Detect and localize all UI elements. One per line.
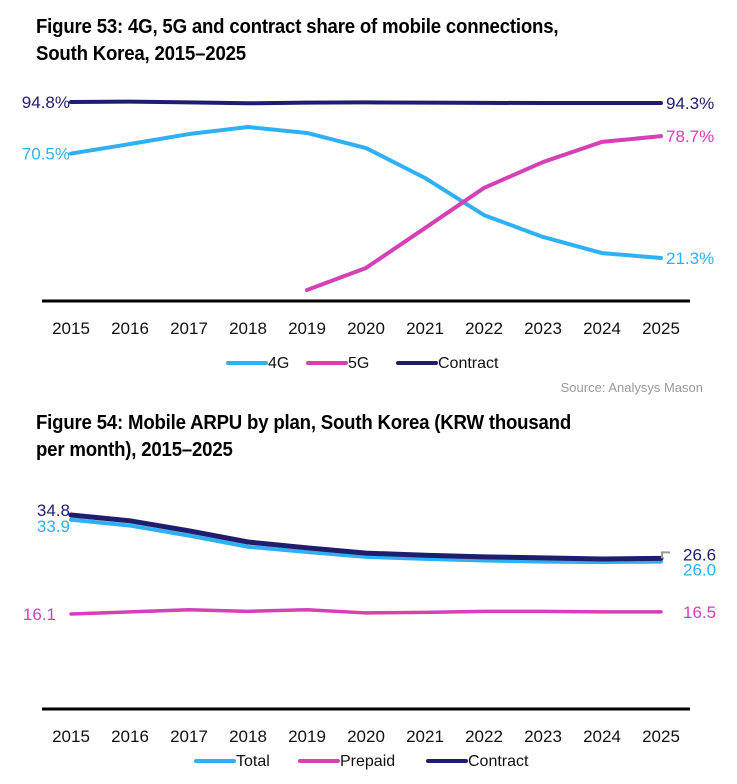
x-tick-label: 2015: [52, 727, 90, 746]
end-value-label: 21.3%: [666, 249, 714, 268]
figure-53-title: Figure 53: 4G, 5G and contract share of …: [36, 14, 724, 68]
figure-53-chart: 2015 2016 2017 2018 2019 2020 2021 2022 2023 2024…: [22, 93, 714, 372]
x-tick-label: 2019: [288, 727, 326, 746]
x-tick-label: 2019: [288, 319, 326, 338]
figure-54-title: Figure 54: Mobile ARPU by plan, South Ko…: [36, 410, 724, 464]
x-tick-label: 2024: [583, 727, 621, 746]
figure-54-title-line-2: per month), 2015–2025: [36, 439, 233, 461]
legend-label-contract: Contract: [468, 753, 529, 770]
x-tick-label: 2020: [347, 319, 385, 338]
series-line-prepaid: [69, 608, 663, 616]
figure-54-title-line-1: Figure 54: Mobile ARPU by plan, South Ko…: [36, 412, 572, 434]
x-tick-label: 2016: [111, 727, 149, 746]
source-note: Source: Analysys Mason: [560, 380, 703, 395]
series-line-4g: [69, 125, 663, 260]
x-tick-label: 2025: [642, 319, 680, 338]
legend-label-contract: Contract: [438, 355, 499, 372]
figure-53-title-line-1: Figure 53: 4G, 5G and contract share of …: [36, 16, 559, 38]
figure-53-title-line-2: South Korea, 2015–2025: [36, 43, 246, 65]
start-value-label: 34.8: [37, 501, 70, 520]
x-tick-label: 2023: [524, 319, 562, 338]
figure-54-chart: 2015 2016 2017 2018 2019 2020 2021 2022 2023 2024…: [23, 501, 716, 770]
start-value-label: 94.8%: [22, 93, 70, 112]
end-value-label: 94.3%: [666, 94, 714, 113]
x-tick-label: 2020: [347, 727, 385, 746]
x-tick-label: 2017: [170, 727, 208, 746]
start-value-label: 33.9: [37, 517, 70, 536]
x-tick-label: 2017: [170, 319, 208, 338]
x-tick-label: 2021: [406, 727, 444, 746]
label-leader-line: [661, 551, 670, 559]
x-tick-label: 2016: [111, 319, 149, 338]
end-value-label: 26.0: [683, 561, 716, 580]
x-tick-label: 2021: [406, 319, 444, 338]
start-value-label: 70.5%: [22, 145, 70, 164]
legend-label-5g: 5G: [348, 355, 369, 372]
end-value-label: 78.7%: [666, 127, 714, 146]
end-value-label: 26.6: [683, 545, 716, 564]
x-tick-label: 2022: [465, 727, 503, 746]
end-value-label: 16.5: [683, 603, 716, 622]
legend-label-prepaid: Prepaid: [340, 753, 395, 770]
start-value-label: 16.1: [23, 605, 56, 624]
x-tick-label: 2024: [583, 319, 621, 338]
x-tick-label: 2018: [229, 319, 267, 338]
legend-label-total: Total: [236, 753, 270, 770]
x-tick-label: 2025: [642, 727, 680, 746]
legend-label-4g: 4G: [268, 355, 289, 372]
x-tick-label: 2015: [52, 319, 90, 338]
x-tick-label: 2018: [229, 727, 267, 746]
x-tick-label: 2022: [465, 319, 503, 338]
x-tick-label: 2023: [524, 727, 562, 746]
series-line-contract: [68, 512, 664, 562]
